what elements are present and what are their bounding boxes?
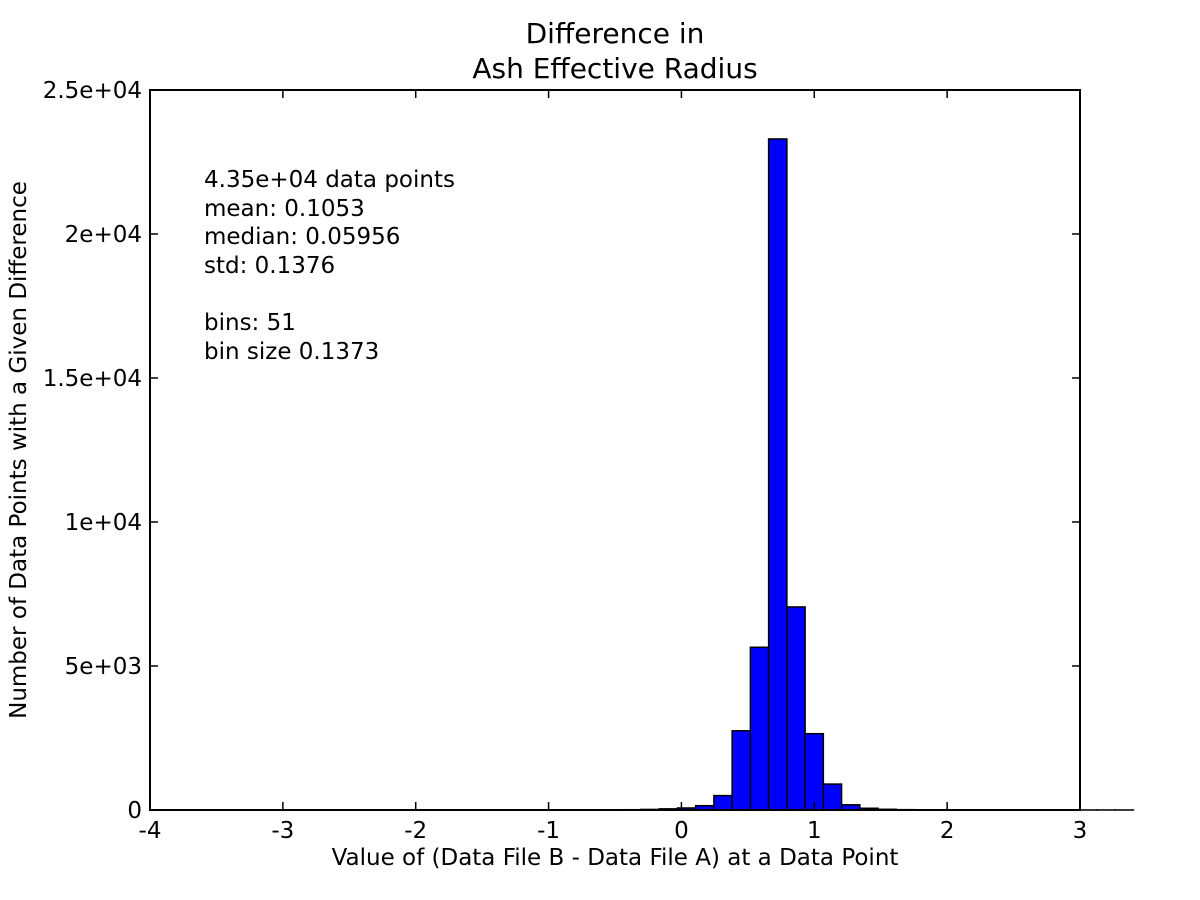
annotation-line-6: bins: 51 bbox=[204, 310, 296, 336]
x-tick-label: -1 bbox=[537, 818, 560, 844]
histogram-bar bbox=[767, 138, 788, 811]
axis-ticks: -4 -3 -2 -1 0 1 2 3 0 5e+03 1e+04 1.5e+04 2e+04 2.5e+… bbox=[43, 78, 1088, 844]
y-tick-label: 1e+04 bbox=[65, 510, 142, 536]
x-tick-label: -2 bbox=[404, 818, 427, 844]
plot-frame bbox=[149, 89, 1081, 811]
histogram-bar bbox=[749, 646, 770, 811]
histogram-bar bbox=[713, 794, 733, 811]
histogram-bar bbox=[731, 730, 752, 811]
annotation-line-4: std: 0.1376 bbox=[204, 253, 335, 279]
x-tick-label: 0 bbox=[674, 818, 689, 844]
y-tick-label: 0 bbox=[127, 798, 142, 824]
x-tick-label: 2 bbox=[940, 818, 955, 844]
x-tick-label: 1 bbox=[807, 818, 822, 844]
y-axis-label: Number of Data Points with a Given Diffe… bbox=[6, 181, 32, 719]
x-axis-label: Value of (Data File B - Data File A) at … bbox=[332, 845, 899, 871]
annotation-line-2: mean: 0.1053 bbox=[204, 196, 365, 222]
stats-annotation: 4.35e+04 data points mean: 0.1053 median… bbox=[204, 167, 455, 365]
chart-title-line-2: Ash Effective Radius bbox=[472, 52, 757, 85]
y-tick-label: 2.5e+04 bbox=[43, 78, 142, 104]
x-tick-label: -4 bbox=[139, 818, 162, 844]
annotation-line-3: median: 0.05956 bbox=[204, 224, 400, 250]
histogram-bar bbox=[804, 732, 825, 811]
histogram-bar bbox=[822, 783, 843, 811]
x-tick-label: 3 bbox=[1073, 818, 1088, 844]
annotation-line-7: bin size 0.1373 bbox=[204, 339, 379, 365]
chart-title-line-1: Difference in bbox=[526, 17, 705, 50]
x-tick-label: -3 bbox=[271, 818, 294, 844]
y-tick-label: 2e+04 bbox=[65, 222, 142, 248]
histogram-bar bbox=[786, 606, 806, 811]
y-tick-label: 1.5e+04 bbox=[43, 366, 142, 392]
y-tick-label: 5e+03 bbox=[65, 654, 142, 680]
annotation-line-1: 4.35e+04 data points bbox=[204, 167, 455, 193]
